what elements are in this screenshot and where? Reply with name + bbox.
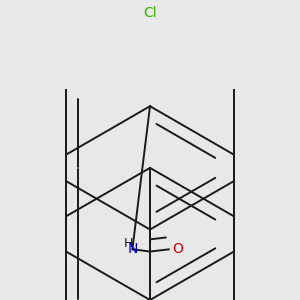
Text: H: H — [123, 237, 133, 250]
Text: O: O — [172, 242, 183, 256]
Text: N: N — [127, 242, 138, 256]
Text: Cl: Cl — [143, 6, 157, 20]
